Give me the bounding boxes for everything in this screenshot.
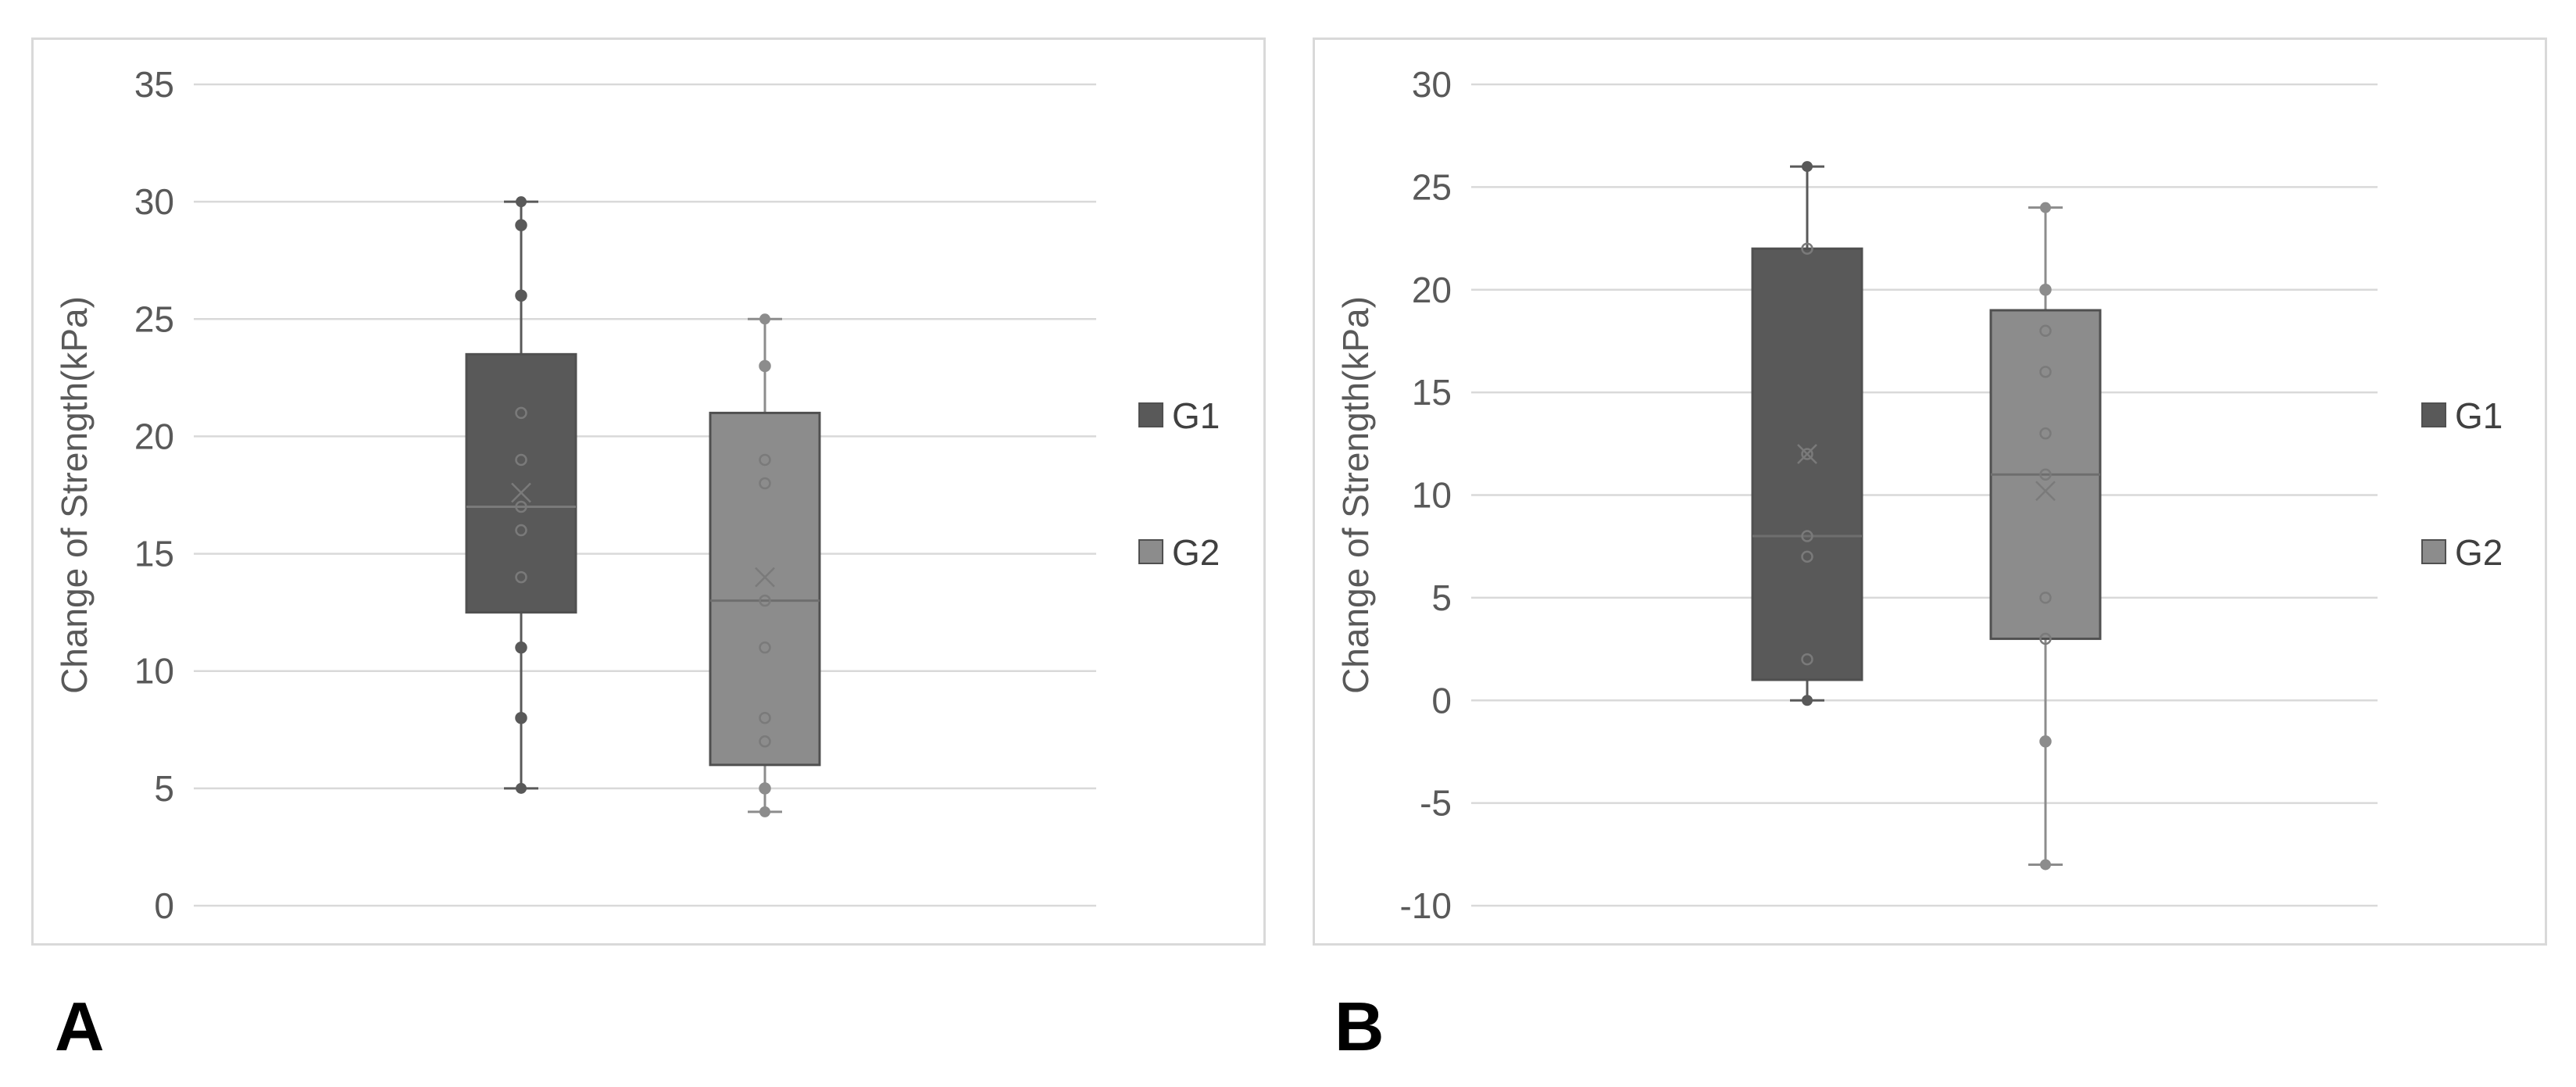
y-tick-label: 5 <box>1431 577 1452 618</box>
chart-panel-b: -10 -5 0 5 10 15 20 25 30 Change of Strength(kPa)… <box>1313 38 2547 946</box>
y-tick-label: 25 <box>134 299 174 339</box>
y-tick-label: -5 <box>1420 783 1452 824</box>
legend-label-g2: G2 <box>1172 532 1220 573</box>
data-point <box>2039 632 2052 645</box>
box-plot-a: 0 5 10 15 20 25 30 35 Change of Strength(kPa) G1 G… <box>54 64 1220 926</box>
legend-swatch-g1 <box>1138 402 1163 427</box>
box-g1 <box>465 352 577 614</box>
panel-label-a: A <box>55 988 105 1065</box>
data-point <box>1801 530 1813 542</box>
data-point <box>2039 284 2052 296</box>
legend-swatch-g2 <box>2421 539 2446 564</box>
data-point <box>1801 550 1813 563</box>
box-plot-b: -10 -5 0 5 10 15 20 25 30 Change of Strength(kPa)… <box>1335 64 2503 926</box>
mean-marker <box>2035 481 2056 502</box>
data-point <box>759 477 771 490</box>
data-point <box>1801 448 1813 460</box>
data-point <box>2039 366 2052 378</box>
data-point <box>759 806 770 817</box>
y-tick-label: 10 <box>1412 475 1452 516</box>
y-axis-label: Change of Strength(kPa) <box>1335 296 1376 694</box>
y-tick-label: 10 <box>134 651 174 692</box>
data-point <box>2039 735 2052 748</box>
y-tick-label: 35 <box>134 64 174 105</box>
data-point <box>2039 324 2052 338</box>
y-tick-label: 15 <box>1412 372 1452 413</box>
data-point <box>2039 468 2052 481</box>
y-tick-label: 30 <box>134 181 174 222</box>
data-point <box>1801 242 1813 255</box>
y-axis-label: Change of Strength(kPa) <box>54 296 95 694</box>
data-point <box>1801 653 1813 666</box>
data-point <box>515 524 527 537</box>
y-tick-label: 30 <box>1412 64 1452 105</box>
data-point <box>515 406 527 420</box>
y-tick-label: 0 <box>1431 680 1452 720</box>
data-point <box>759 712 771 724</box>
data-point <box>515 570 527 584</box>
data-point <box>515 453 527 467</box>
data-point <box>515 641 527 654</box>
y-tick-label: 20 <box>1412 270 1452 310</box>
chart-panel-a: 0 5 10 15 20 25 30 35 Change of Strength(kPa) G1 G… <box>31 38 1266 946</box>
legend-swatch-g1 <box>2421 402 2446 427</box>
y-tick-label: -10 <box>1400 885 1452 926</box>
data-point <box>515 289 527 302</box>
y-tick-label: 0 <box>154 885 174 926</box>
data-point <box>2040 202 2051 213</box>
data-point <box>515 219 527 231</box>
y-tick-label: 5 <box>154 768 174 809</box>
legend-label-g1: G1 <box>2455 395 2503 436</box>
data-point <box>516 196 527 208</box>
data-point <box>516 782 527 794</box>
data-point <box>2040 859 2051 871</box>
panel-label-b: B <box>1334 988 1384 1065</box>
box-g2 <box>709 411 821 767</box>
data-point <box>759 782 771 795</box>
y-tick-label: 15 <box>134 534 174 574</box>
data-point <box>515 712 527 724</box>
legend-label-g1: G1 <box>1172 395 1220 436</box>
y-tick-label: 25 <box>1412 166 1452 207</box>
data-point <box>759 359 771 373</box>
y-tick-label: 20 <box>134 416 174 456</box>
data-point <box>759 735 771 748</box>
legend-label-g2: G2 <box>2455 532 2503 573</box>
legend-swatch-g2 <box>1138 539 1163 564</box>
mean-marker <box>511 482 531 503</box>
data-point <box>759 453 771 467</box>
data-point <box>759 313 770 325</box>
data-point <box>515 500 527 513</box>
data-point <box>759 641 771 654</box>
box-g1 <box>1751 247 1863 681</box>
data-point <box>1802 161 1813 173</box>
data-point <box>2039 427 2052 440</box>
mean-marker <box>1797 444 1817 464</box>
mean-marker <box>755 567 775 588</box>
data-point <box>1802 695 1813 706</box>
data-point <box>2039 592 2052 604</box>
data-point <box>759 594 771 607</box>
